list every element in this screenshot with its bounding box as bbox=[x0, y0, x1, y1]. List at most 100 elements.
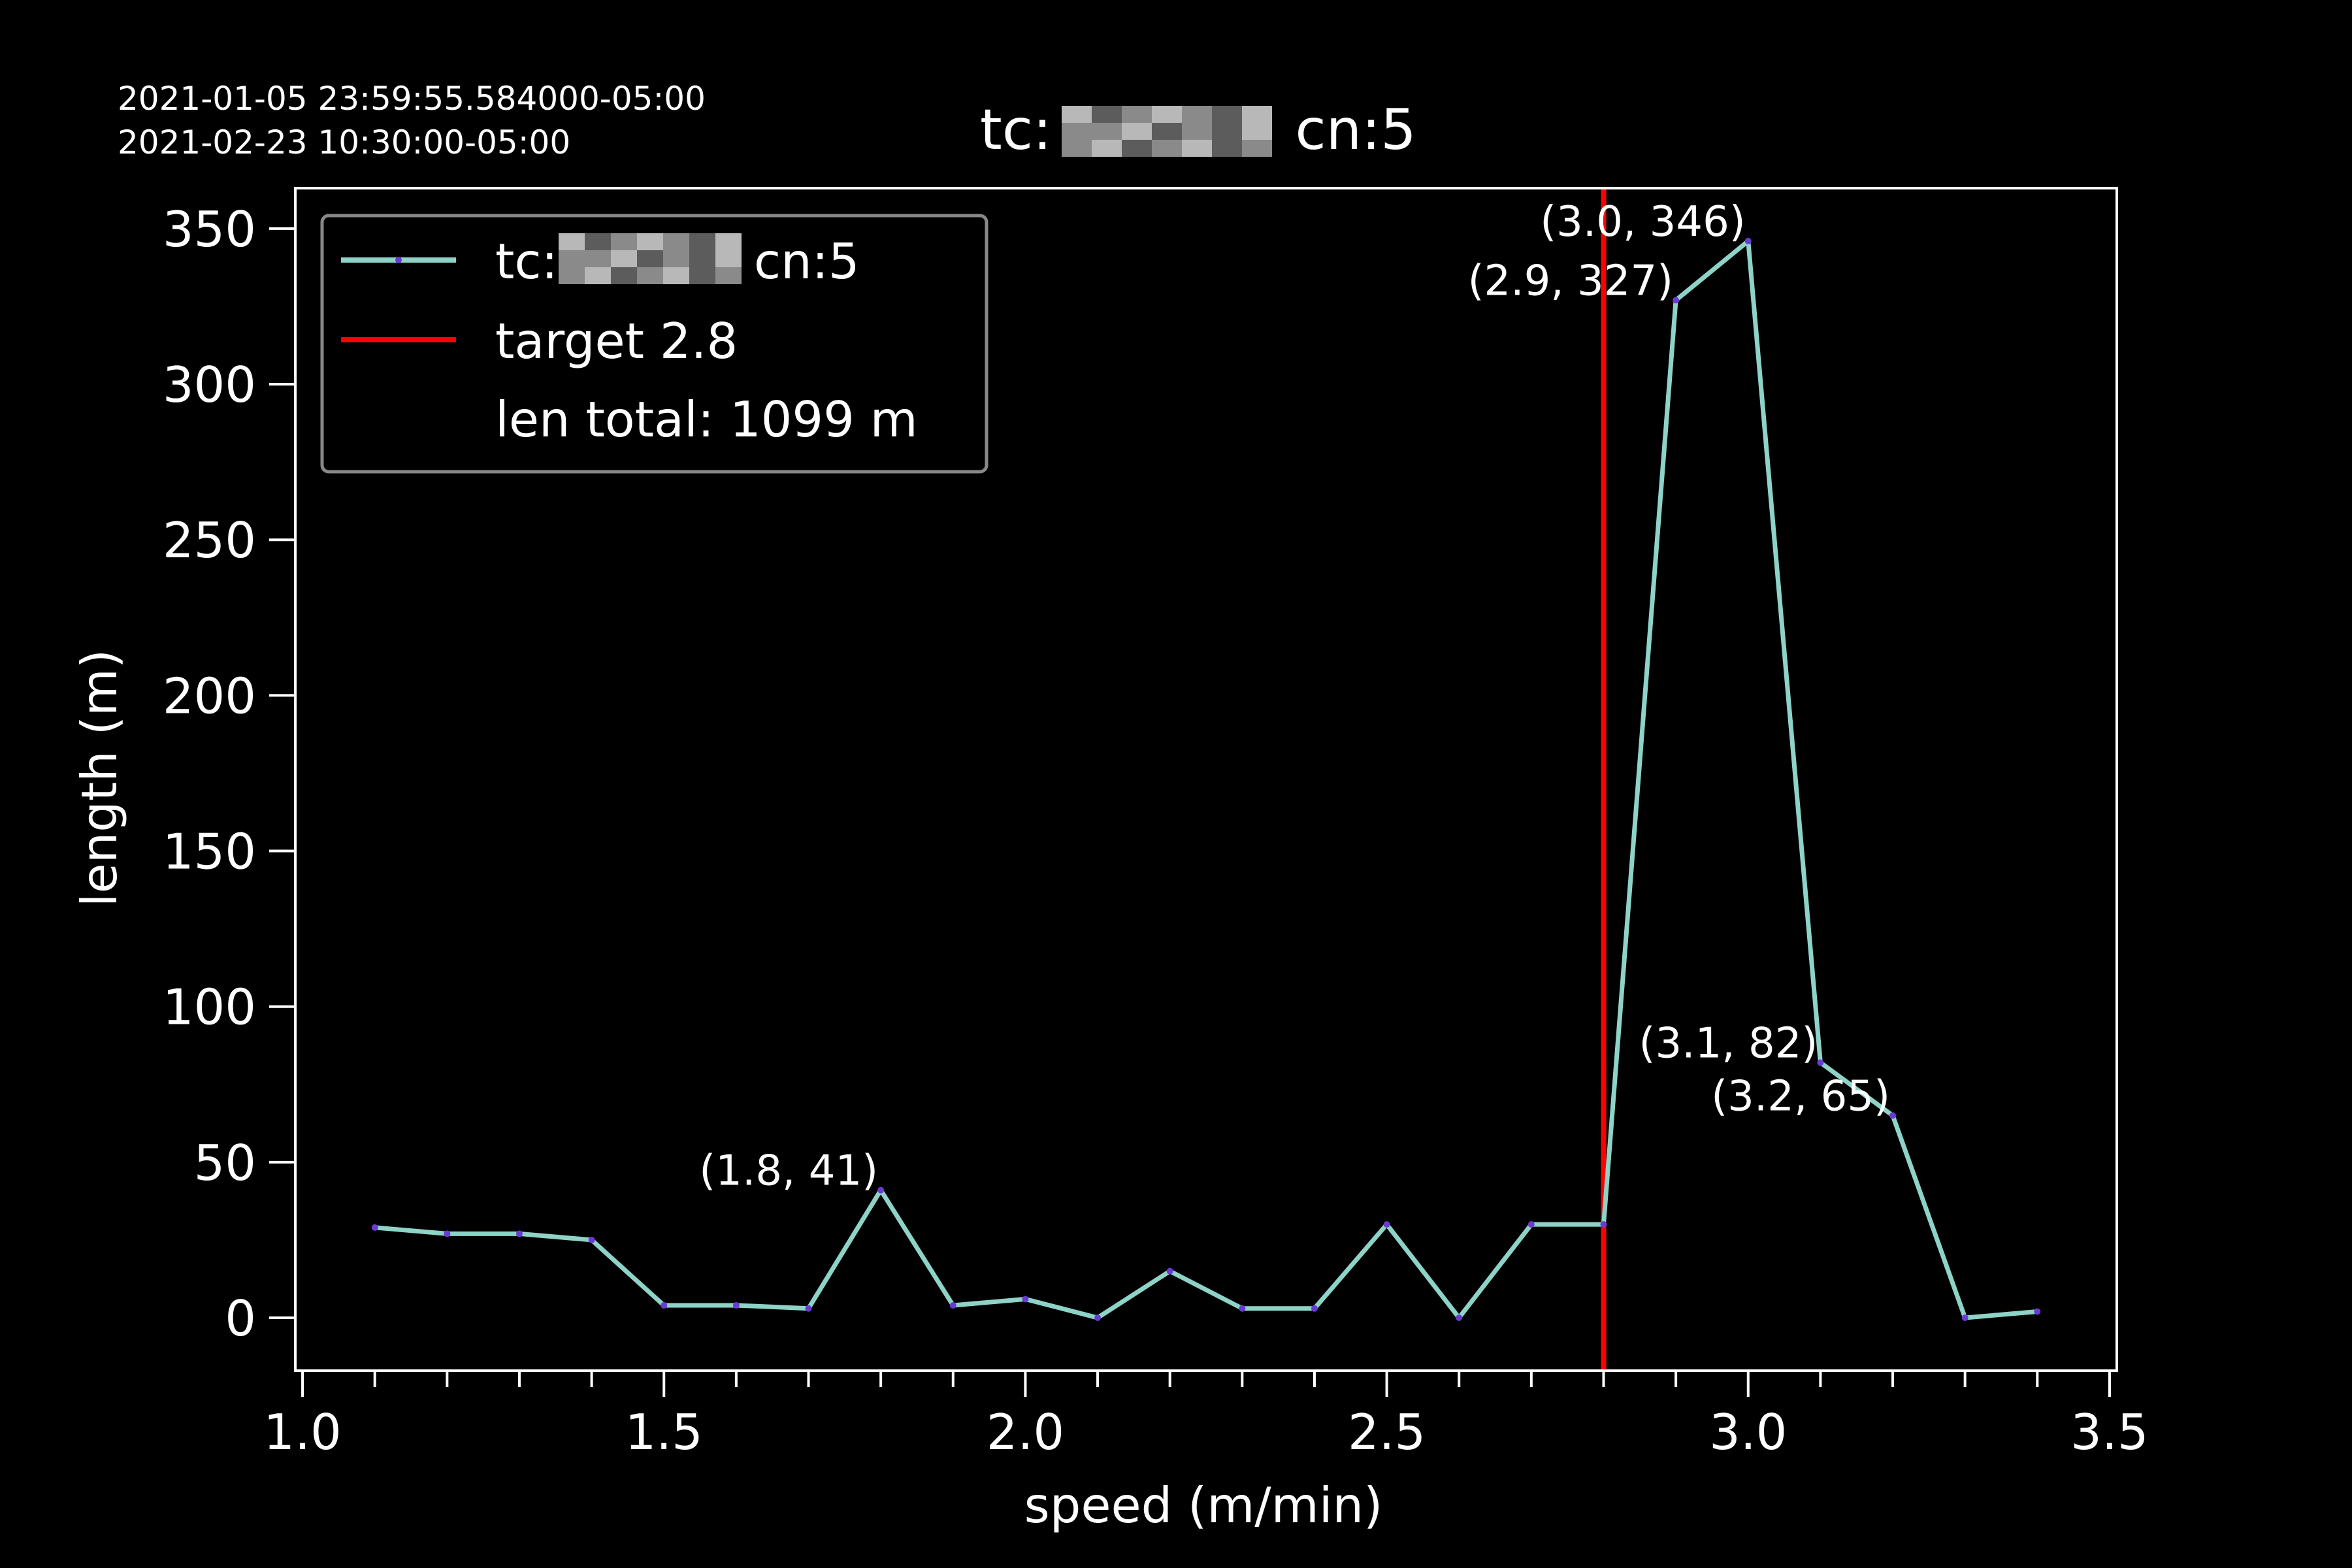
redaction-cell bbox=[1062, 123, 1092, 140]
redaction-cell bbox=[663, 267, 689, 284]
x-tick-label: 3.5 bbox=[2070, 1403, 2148, 1461]
x-tick-label: 2.0 bbox=[987, 1403, 1064, 1461]
y-tick-label: 0 bbox=[225, 1290, 256, 1347]
redaction-cell bbox=[1182, 140, 1212, 157]
redaction-cell bbox=[1122, 106, 1152, 123]
series-point bbox=[1166, 1267, 1173, 1275]
redaction-cell bbox=[637, 250, 663, 267]
y-tick-label: 100 bbox=[163, 979, 256, 1036]
legend-series-redacted-block bbox=[559, 233, 742, 284]
redaction-cell bbox=[611, 267, 637, 284]
series-point bbox=[732, 1301, 740, 1309]
x-tick-label: 1.0 bbox=[263, 1403, 341, 1461]
redaction-cell bbox=[663, 233, 689, 250]
legend-total-length: len total: 1099 m bbox=[495, 391, 918, 448]
title-redacted-block bbox=[1062, 106, 1272, 157]
redaction-cell bbox=[1212, 123, 1242, 140]
series-point bbox=[949, 1301, 956, 1309]
legend-series-suffix: cn:5 bbox=[738, 233, 860, 290]
y-tick-label: 300 bbox=[163, 356, 256, 414]
redaction-cell bbox=[1242, 140, 1272, 157]
redaction-cell bbox=[1182, 123, 1212, 140]
x-major-ticks: 1.0 1.5 2.0 2.5 3.0 3.5 bbox=[263, 1371, 2149, 1461]
legend-target-label: target 2.8 bbox=[495, 312, 738, 370]
series-point bbox=[1022, 1296, 1029, 1303]
series-point bbox=[1744, 237, 1752, 244]
x-tick-label: 3.0 bbox=[1709, 1403, 1787, 1461]
annotation-label: (3.2, 65) bbox=[1711, 1072, 1890, 1120]
redaction-cell bbox=[689, 233, 715, 250]
redaction-cell bbox=[715, 250, 742, 267]
x-minor-ticks bbox=[373, 1371, 2039, 1387]
y-tick-label: 250 bbox=[163, 512, 256, 569]
title-prefix: tc: bbox=[980, 97, 1052, 163]
redaction-cell bbox=[715, 267, 742, 284]
series-point bbox=[1600, 1221, 1607, 1228]
redaction-cell bbox=[611, 233, 637, 250]
y-tick-label: 200 bbox=[163, 667, 256, 725]
series-point bbox=[515, 1230, 523, 1237]
timestamp-start: 2021-01-05 23:59:55.584000-05:00 bbox=[118, 80, 706, 118]
x-axis-label: speed (m/min) bbox=[1024, 1477, 1383, 1534]
series-point bbox=[2034, 1308, 2041, 1315]
redaction-cell bbox=[1062, 106, 1092, 123]
series-line bbox=[374, 238, 2038, 1320]
redaction-cell bbox=[1212, 106, 1242, 123]
redaction-cell bbox=[559, 250, 585, 267]
series-point bbox=[1817, 1059, 1824, 1066]
redaction-cell bbox=[1242, 106, 1272, 123]
redaction-cell bbox=[637, 233, 663, 250]
redaction-cell bbox=[1212, 140, 1242, 157]
series-point bbox=[1456, 1315, 1463, 1322]
redaction-cell bbox=[1152, 123, 1182, 140]
series-markers bbox=[371, 237, 2041, 1322]
plot-frame bbox=[294, 187, 2118, 1372]
redaction-cell bbox=[1122, 140, 1152, 157]
series-point bbox=[877, 1186, 885, 1194]
x-tick-label: 1.5 bbox=[625, 1403, 703, 1461]
redaction-cell bbox=[1152, 140, 1182, 157]
y-axis-label: length (m) bbox=[71, 649, 128, 907]
series-point bbox=[805, 1305, 812, 1312]
annotation-label: (3.1, 82) bbox=[1639, 1019, 1818, 1068]
redaction-cell bbox=[559, 267, 585, 284]
redaction-cell bbox=[585, 250, 611, 267]
title-suffix: cn:5 bbox=[1277, 97, 1416, 163]
redaction-cell bbox=[1242, 123, 1272, 140]
redaction-cell bbox=[611, 250, 637, 267]
series-point bbox=[1961, 1315, 1968, 1322]
annotations: (1.8, 41) (2.9, 327) (3.0, 346) (3.1, 82)(3… bbox=[699, 198, 1890, 1196]
series-point bbox=[1383, 1221, 1390, 1228]
timestamp-end: 2021-02-23 10:30:00-05:00 bbox=[118, 123, 570, 161]
series-point bbox=[1889, 1112, 1897, 1119]
annotation-label: (3.0, 346) bbox=[1540, 198, 1746, 246]
series-point bbox=[661, 1301, 668, 1309]
redaction-cell bbox=[585, 233, 611, 250]
redaction-cell bbox=[1092, 123, 1122, 140]
y-tick-label: 150 bbox=[163, 823, 256, 881]
series-point bbox=[1094, 1315, 1102, 1322]
series-point bbox=[1527, 1221, 1535, 1228]
redaction-cell bbox=[637, 267, 663, 284]
redaction-cell bbox=[585, 267, 611, 284]
redaction-cell bbox=[559, 233, 585, 250]
plot-area: 1.0 1.5 2.0 2.5 3.0 3.5 0 50 100 150 200 250 300 350… bbox=[163, 187, 2149, 1461]
redaction-cell bbox=[1152, 106, 1182, 123]
series-point bbox=[1673, 297, 1680, 304]
legend-box bbox=[320, 214, 988, 474]
redaction-cell bbox=[689, 267, 715, 284]
series-point bbox=[444, 1230, 451, 1237]
redaction-cell bbox=[1092, 140, 1122, 157]
y-tick-label: 50 bbox=[194, 1134, 256, 1192]
redaction-cell bbox=[715, 233, 742, 250]
y-tick-label: 350 bbox=[163, 201, 256, 258]
redaction-cell bbox=[1182, 106, 1212, 123]
redaction-cell bbox=[1092, 106, 1122, 123]
annotation-label: (1.8, 41) bbox=[699, 1147, 878, 1196]
legend-series-marker bbox=[395, 257, 402, 263]
x-tick-label: 2.5 bbox=[1348, 1403, 1426, 1461]
redaction-cell bbox=[689, 250, 715, 267]
series-point bbox=[1311, 1305, 1318, 1312]
series-point bbox=[1239, 1305, 1246, 1312]
